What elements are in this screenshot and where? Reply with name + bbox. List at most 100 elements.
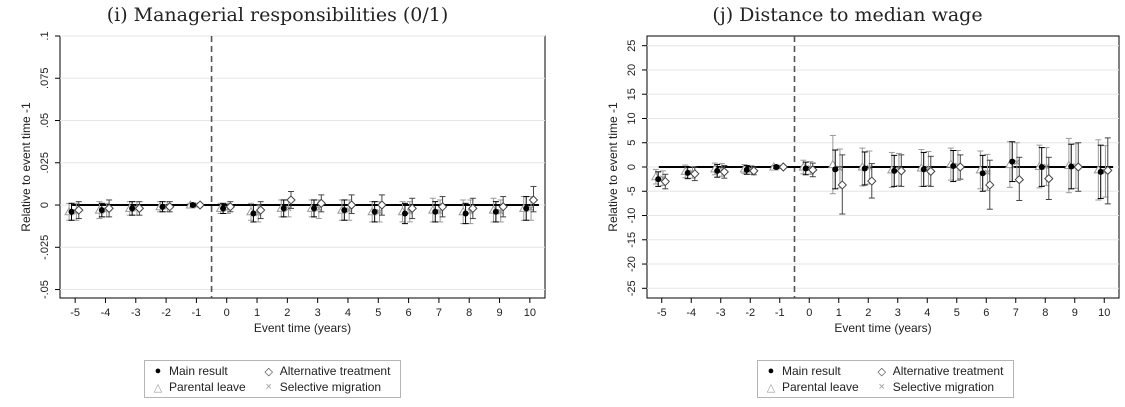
data-point-migration [866,164,873,171]
x-tick-label: 4 [924,307,930,319]
chart-title: (j) Distance to median wage [712,4,983,26]
legend-item: ◇ Alternative treatment [264,364,390,378]
data-point-main [802,165,809,172]
data-point-alternative [778,162,788,172]
data-point-migration [376,208,383,215]
data-point-main [280,205,287,212]
data-point-main [98,207,105,214]
x-tick-label: 9 [1072,307,1078,319]
legend-item: △ Parental leave [766,380,859,394]
data-point-main [523,205,530,212]
y-tick-label: 10 [626,112,638,124]
chart-title: (i) Managerial responsibilities (0/1) [106,4,449,26]
data-point-migration [1043,163,1050,170]
x-tick-label: -4 [101,307,111,319]
y-tick-label: -5 [626,186,638,196]
data-point-alternative [225,202,236,212]
x-tick-label: -2 [745,307,755,319]
data-point-alternative [1103,165,1113,176]
data-point-alternative [195,200,205,210]
data-point-main [950,163,957,170]
chart-panel-i: (i) Managerial responsibilities (0/1) -.… [0,0,555,407]
legend-item: △ Parental leave [153,380,246,394]
data-point-migration [528,205,534,212]
data-point-main [684,169,691,176]
data-point-main [220,205,227,212]
legend-item: × Selective migration [877,380,1004,394]
legend-label: Selective migration [279,380,382,394]
x-tick-label: -5 [657,307,667,319]
x-axis-label: Event time (years) [834,321,931,335]
x-tick-label: 5 [375,307,381,319]
y-tick-label: .05 [39,113,51,128]
data-point-main [341,207,348,214]
x-tick-label: 5 [954,307,960,319]
data-point-main [714,167,721,174]
data-point-main [462,210,469,217]
data-point-alternative [1044,173,1054,184]
x-tick-label: 8 [1042,307,1048,319]
data-point-alternative [896,166,906,176]
x-tick-label: 7 [1013,307,1019,319]
data-point-alternative [407,203,417,214]
x-tick-label: 3 [895,307,901,319]
legend-marker-icon: ● [767,365,775,377]
data-point-main [861,165,868,172]
legend-item: ◇ Alternative treatment [877,364,1003,378]
x-tick-label: -3 [131,307,141,319]
data-point-main [311,205,318,212]
data-point-main [1038,164,1045,170]
data-point-main [891,167,898,174]
data-point-main [1097,168,1104,175]
data-point-migration [1014,159,1020,166]
x-tick-label: 10 [524,307,536,319]
x-tick-label: -5 [70,307,80,319]
legend-item: × Selective migration [264,380,391,394]
legend-label: Parental leave [782,380,859,394]
y-tick-label: -.025 [39,235,51,260]
data-point-main [655,176,662,183]
x-tick-label: 6 [406,307,412,319]
x-tick-label: 0 [806,307,812,319]
data-point-alternative [286,195,296,205]
x-tick-label: -1 [775,307,785,319]
data-point-alternative [808,165,818,175]
data-point-main [773,164,780,170]
data-point-alternative [749,166,759,176]
data-point-main [832,166,839,173]
data-point-main [401,210,408,217]
data-point-alternative [468,203,478,214]
y-tick-label: .1 [39,31,51,40]
legend-label: Parental leave [169,380,246,394]
data-point-alternative [837,180,847,190]
x-tick-label: 1 [836,307,842,319]
data-point-alternative [255,205,266,215]
x-tick-label: -2 [161,307,171,319]
data-point-main [432,208,439,215]
x-tick-label: 9 [496,307,502,319]
legend-label: Main result [169,364,228,378]
legend-marker-icon: ◇ [877,365,886,378]
data-point-alternative [926,166,936,177]
x-tick-label: 7 [436,307,442,319]
y-axis-label: Relative to event time -1 [606,102,620,232]
data-point-alternative [955,162,965,172]
data-point-alternative [134,203,145,214]
data-point-alternative [660,176,670,187]
data-point-main [371,208,378,215]
y-tick-label: 5 [626,140,638,146]
chart-legend: ● Main result ◇ Alternative treatment △ Paren… [757,360,1015,398]
x-tick-label: 1 [254,307,260,319]
data-point-alternative [719,167,729,177]
data-point-alternative [867,176,877,186]
chart-panel-j: (j) Distance to median wage -25 -20 -15 -10… [570,0,1125,407]
data-point-migration [984,169,991,176]
data-point-alternative [74,205,84,215]
data-point-alternative [690,169,700,179]
x-tick-label: 8 [466,307,472,319]
legend-label: Main result [782,364,841,378]
legend-marker-icon: × [265,381,272,393]
legend-item: ● Main result [766,364,859,378]
data-point-migration [837,165,843,172]
